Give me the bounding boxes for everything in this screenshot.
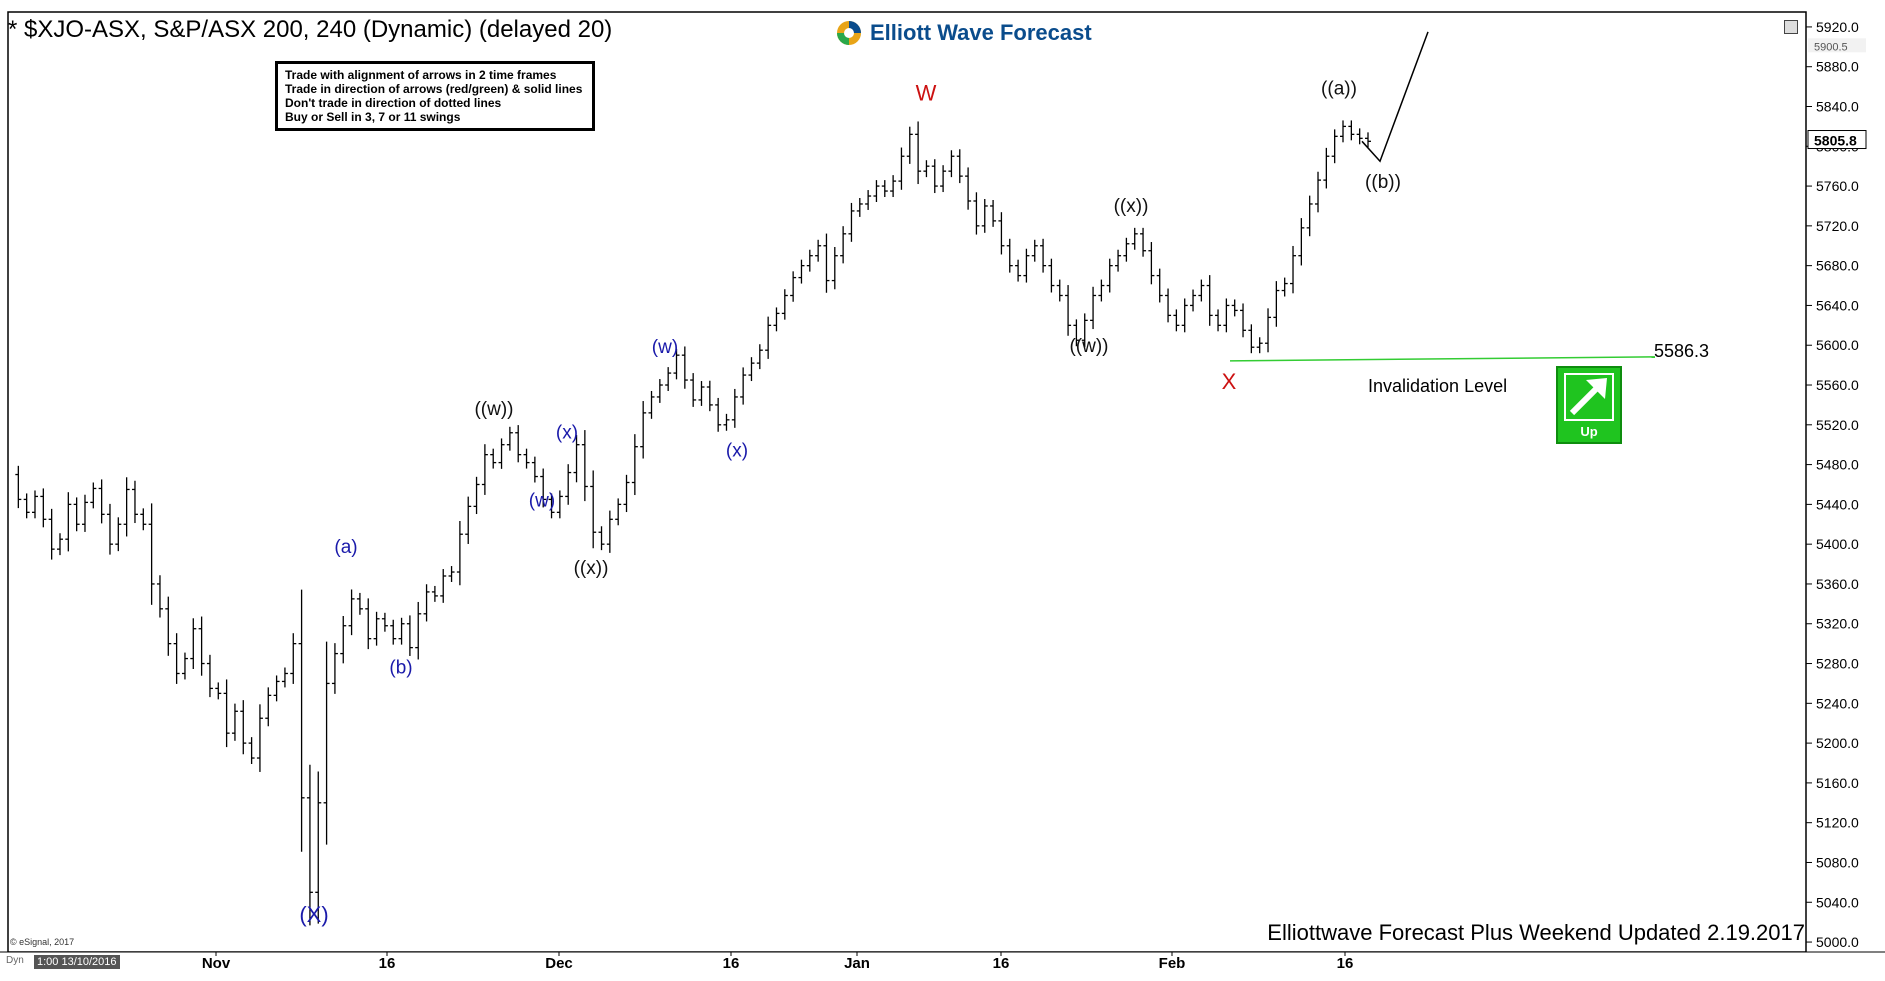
wave-label: (X) xyxy=(299,902,328,927)
wave-label: (x) xyxy=(726,441,748,462)
y-tick-label: 5160.0 xyxy=(1816,775,1859,791)
x-tick-label: Dec xyxy=(545,955,573,972)
dyn-label: Dyn xyxy=(6,955,24,966)
date-cursor-box: 1:00 13/10/2016 xyxy=(34,955,120,969)
footer-text: Elliottwave Forecast Plus Weekend Update… xyxy=(1267,920,1805,945)
y-tick-label: 5520.0 xyxy=(1816,417,1859,433)
copyright-text: © eSignal, 2017 xyxy=(10,937,75,947)
y-tick-label: 5400.0 xyxy=(1816,536,1859,552)
wave-label: (a) xyxy=(334,537,357,558)
window-restore-icon[interactable] xyxy=(1784,20,1798,34)
last-price-label: 5805.8 xyxy=(1814,133,1857,149)
y-tick-label: 5640.0 xyxy=(1816,297,1859,313)
y-tick-label: 5040.0 xyxy=(1816,894,1859,910)
y-tick-label: 5840.0 xyxy=(1816,98,1859,114)
wave-label: ((x)) xyxy=(1114,196,1149,217)
wave-label: ((x)) xyxy=(574,558,609,579)
rule-line: Buy or Sell in 3, 7 or 11 swings xyxy=(285,110,461,124)
wave-label: (x) xyxy=(556,423,578,444)
wave-label: ((a)) xyxy=(1321,79,1357,100)
x-tick-label: 16 xyxy=(379,955,396,972)
invalidation-value-label: 5586.3 xyxy=(1654,341,1709,361)
y-tick-label: 5320.0 xyxy=(1816,616,1859,632)
time-axis-band xyxy=(0,952,1885,981)
x-tick-label: Nov xyxy=(202,955,231,972)
y-tick-label: 5000.0 xyxy=(1816,934,1859,950)
y-tick-label: 5600.0 xyxy=(1816,337,1859,353)
up-label: Up xyxy=(1580,424,1598,439)
wave-label: (b) xyxy=(389,657,412,678)
rule-line: Trade with alignment of arrows in 2 time… xyxy=(285,68,557,82)
invalidation-text: Invalidation Level xyxy=(1368,376,1507,396)
plot-frame xyxy=(7,11,1807,953)
logo-icon xyxy=(837,21,861,45)
y-tick-label: 5760.0 xyxy=(1816,178,1859,194)
invalidation-line xyxy=(1229,356,1656,362)
x-tick-label: Jan xyxy=(844,955,870,972)
y-tick-label: 5680.0 xyxy=(1816,258,1859,274)
wave-label: ((w)) xyxy=(1069,336,1108,357)
wave-label: X xyxy=(1222,369,1237,394)
chart-title: * $XJO-ASX, S&P/ASX 200, 240 (Dynamic) (… xyxy=(8,16,613,43)
y-tick-label: 5360.0 xyxy=(1816,576,1859,592)
y-tick-label: 5440.0 xyxy=(1816,496,1859,512)
logo-text: Elliott Wave Forecast xyxy=(870,20,1092,45)
x-tick-label: 16 xyxy=(723,955,740,972)
y-tick-label: 5240.0 xyxy=(1816,695,1859,711)
up-signal-badge: Up xyxy=(1556,366,1622,444)
rule-line: Trade in direction of arrows (red/green)… xyxy=(285,82,583,96)
wave-label: W xyxy=(916,81,937,106)
secondary-price-label: 5900.5 xyxy=(1814,41,1848,53)
up-arrow-frame xyxy=(1564,373,1614,421)
y-tick-label: 5120.0 xyxy=(1816,815,1859,831)
brand-logo: Elliott Wave Forecast xyxy=(836,20,1092,46)
wave-label: ((b)) xyxy=(1365,172,1401,193)
up-arrow-icon xyxy=(1569,378,1607,416)
y-tick-label: 5720.0 xyxy=(1816,218,1859,234)
last-price-box xyxy=(1807,130,1867,150)
x-tick-label: 16 xyxy=(1337,955,1354,972)
rule-line: Don't trade in direction of dotted lines xyxy=(285,96,502,110)
wave-label: ((w)) xyxy=(474,399,513,420)
projection-path xyxy=(1361,31,1429,163)
trading-rules-box: Trade with alignment of arrows in 2 time… xyxy=(275,61,595,131)
y-tick-label: 5880.0 xyxy=(1816,59,1859,75)
y-tick-label: 5080.0 xyxy=(1816,854,1859,870)
y-tick-label: 5480.0 xyxy=(1816,457,1859,473)
wave-label: (w) xyxy=(652,337,678,358)
x-tick-label: Feb xyxy=(1159,955,1186,972)
y-tick-label: 5200.0 xyxy=(1816,735,1859,751)
secondary-price-box xyxy=(1808,38,1866,53)
x-tick-label: 16 xyxy=(993,955,1010,972)
y-tick-label: 5280.0 xyxy=(1816,656,1859,672)
y-tick-label: 5920.0 xyxy=(1816,19,1859,35)
wave-label: (w) xyxy=(529,490,555,511)
y-tick-label: 5560.0 xyxy=(1816,377,1859,393)
